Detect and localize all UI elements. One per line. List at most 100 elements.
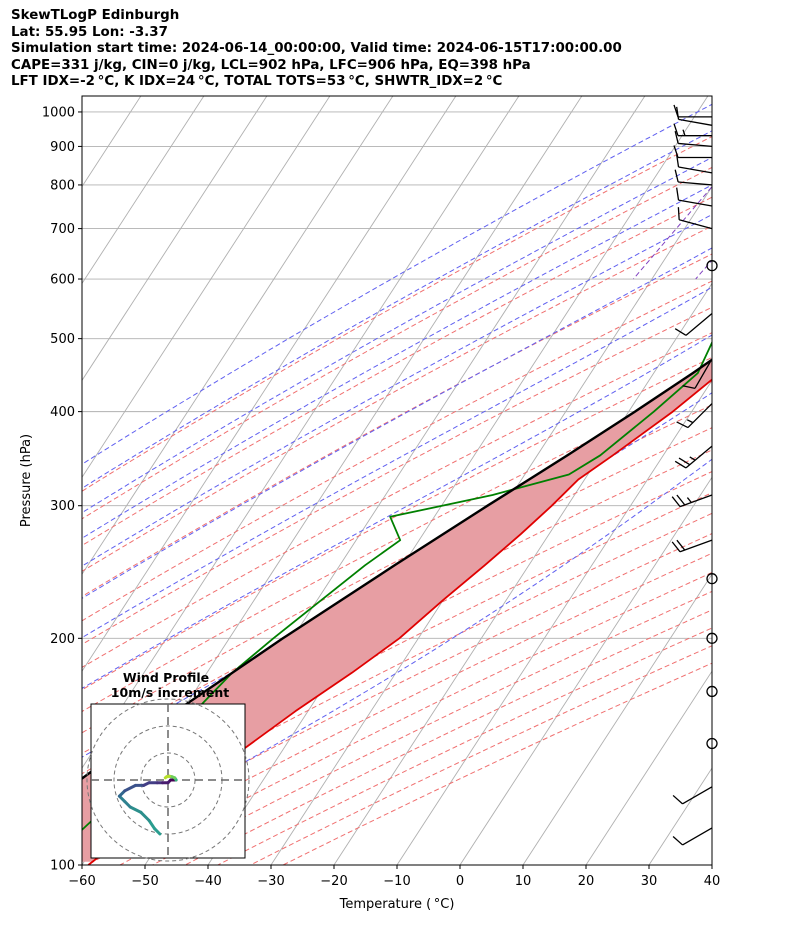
dewpoint-profile <box>82 340 712 832</box>
barb-feather <box>676 421 689 429</box>
dry-adiabat-line <box>152 590 712 865</box>
pressure-tick-label: 1000 <box>42 105 75 120</box>
barb-feather <box>673 123 679 136</box>
barb-feather <box>682 385 696 389</box>
hodograph-segment <box>139 810 151 822</box>
pressure-axis: 100 200 300 400 500 600 700 800 900 1000 <box>42 105 82 874</box>
hodograph-segment <box>123 783 138 793</box>
isotherm-line <box>711 864 712 865</box>
moist-adiabat-line <box>82 184 712 539</box>
moist-adiabat-line <box>82 103 712 465</box>
hodograph-ring <box>86 698 250 862</box>
dry-adiabat-line <box>82 225 712 572</box>
y-axis-label: Pressure (hPa) <box>19 434 34 527</box>
barb-staff <box>682 786 713 805</box>
hodograph-title: Wind Profile <box>123 670 209 685</box>
isotherm-line <box>648 767 712 865</box>
cape-line: CAPE=331 j/kg, CIN=0 j/kg, LCL=902 hPa, … <box>11 57 531 73</box>
pressure-tick-label: 100 <box>50 859 75 874</box>
wind-barb <box>706 632 718 644</box>
isotherm-line <box>333 282 712 865</box>
pressure-tick-label: 800 <box>50 178 75 193</box>
temperature-tick-label: 20 <box>578 874 595 889</box>
isotherm-line <box>585 670 712 865</box>
isotherm-line <box>0 96 78 865</box>
barb-feather <box>676 106 680 120</box>
isotherm-line <box>270 185 712 865</box>
isotherm-line <box>82 96 268 382</box>
dry-adiabat-line <box>82 470 712 794</box>
barb-staff <box>694 358 713 389</box>
isotherm-line <box>82 96 331 479</box>
barb-feather <box>678 457 691 466</box>
temperature-profile <box>87 378 712 865</box>
barb-feather <box>672 794 683 805</box>
dry-adiabat-line <box>82 253 712 598</box>
wind-barb <box>673 123 712 137</box>
wind-barb <box>674 312 713 336</box>
moist-adiabat-line <box>82 334 712 689</box>
moist-adiabat-line <box>82 130 712 489</box>
barb-feather <box>676 539 686 551</box>
dry-adiabat-line <box>82 280 712 622</box>
temperature-tick-label: 0 <box>456 874 464 889</box>
isotherm-line <box>82 96 205 285</box>
wind-barb <box>706 685 718 698</box>
pressure-tick-label: 700 <box>50 222 75 237</box>
wind-barb <box>671 494 713 508</box>
chart-header: SkewTLogP Edinburgh Lat: 55.95 Lon: -3.3… <box>11 8 622 91</box>
moist-adiabat-line <box>82 247 712 599</box>
hodograph <box>86 698 250 862</box>
barb-staff <box>682 827 713 846</box>
pressure-tick-label: 900 <box>50 140 75 155</box>
temperature-tick-label: −60 <box>68 874 95 889</box>
wind-barb <box>672 827 713 846</box>
hodograph-segment <box>128 805 143 814</box>
temperature-axis: −60 −50 −40 −30 −20 −10 0 10 20 30 40 <box>68 865 720 889</box>
wind-barb <box>673 145 712 159</box>
barb-half-feather <box>689 456 696 461</box>
location-line: Lat: 55.95 Lon: -3.37 <box>11 24 168 40</box>
pressure-tick-label: 400 <box>50 405 75 420</box>
wind-barb <box>671 539 713 553</box>
temperature-tick-label: −20 <box>320 874 347 889</box>
wind-barb <box>677 207 713 230</box>
time-line: Simulation start time: 2024-06-14_00:00:… <box>11 41 622 57</box>
barb-staff <box>685 312 713 336</box>
moist-adiabat-line <box>82 214 712 567</box>
hodograph-subtitle: 10m/s increment <box>111 685 229 700</box>
barb-staff <box>678 181 713 186</box>
wind-barb <box>676 154 713 174</box>
barb-feather <box>674 460 687 469</box>
isotherm-line <box>522 573 712 865</box>
isotherm-line <box>0 96 15 865</box>
barb-staff <box>678 199 713 207</box>
isotherm-line <box>82 96 394 576</box>
dry-adiabat-line <box>184 609 712 865</box>
wind-barb <box>674 169 713 186</box>
isotherm-line <box>775 96 794 865</box>
index-line: LFT IDX=-2 °C, K IDX=24 °C, TOTAL TOTS=5… <box>11 74 503 90</box>
x-axis-label: Temperature ( °C) <box>339 897 455 912</box>
wind-barb <box>706 737 718 750</box>
isotherm-line <box>82 96 457 672</box>
isotherm-line <box>207 96 709 865</box>
temperature-tick-label: 10 <box>515 874 532 889</box>
barb-staff <box>679 494 713 508</box>
barb-half-feather <box>686 419 694 424</box>
barb-feather <box>676 154 680 168</box>
barb-feather <box>676 494 686 506</box>
calm-circle <box>706 737 718 750</box>
dry-adiabat-line <box>87 552 712 865</box>
isotherm-line <box>396 379 712 865</box>
hodograph-segment <box>147 819 156 831</box>
moist-adiabat-line <box>82 286 712 639</box>
barb-feather <box>674 328 687 336</box>
moist-adiabat-line <box>82 156 712 514</box>
isotherm-line <box>459 476 712 865</box>
moist-adiabat-line <box>82 458 712 855</box>
barb-feather <box>674 130 679 144</box>
pressure-tick-label: 200 <box>50 632 75 647</box>
barb-half-feather <box>686 497 692 503</box>
